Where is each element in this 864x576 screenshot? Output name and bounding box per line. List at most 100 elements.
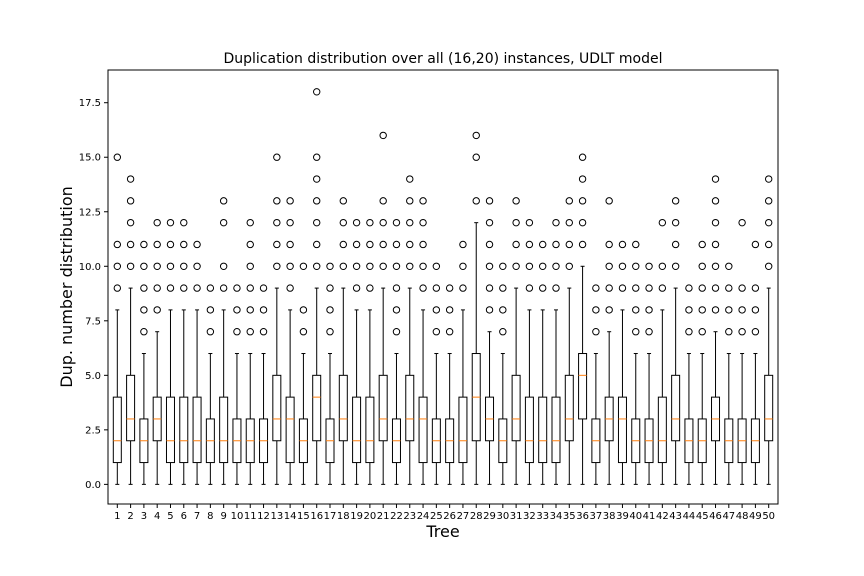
outlier-point [658,218,667,227]
outlier-point [472,131,480,140]
outlier-point [512,197,520,205]
box [285,396,295,464]
outlier-point [445,284,454,292]
outlier-point [339,197,347,205]
outlier-point [658,262,667,270]
outlier-point [671,262,680,270]
outlier-point [751,284,760,292]
outlier-point [313,175,321,183]
x-tick-label: 24 [417,511,430,522]
outlier-point [432,306,441,314]
outlier-point [525,218,534,227]
outlier-point [725,328,733,336]
outlier-point [764,262,773,270]
outlier-point [671,218,680,227]
box [272,374,282,442]
x-tick-label: 42 [656,511,669,522]
box [179,396,189,464]
y-tick-label: 10.0 [79,262,101,273]
box [126,374,136,442]
outlier-point [273,240,281,249]
outlier-point [406,175,414,183]
x-tick-label: 22 [390,511,403,522]
outlier-point [605,197,613,205]
x-tick-label: 19 [350,511,363,522]
outlier-point [485,284,494,292]
outlier-point [140,262,148,270]
x-tick-label: 15 [297,511,310,522]
x-tick-label: 38 [603,511,616,522]
x-tick-label: 39 [616,511,629,522]
x-tick-label: 25 [430,511,443,522]
box [764,374,774,442]
outlier-point [273,262,281,270]
outlier-point [578,197,587,205]
outlier-point [525,240,534,249]
outlier-point [552,218,560,227]
outlier-point [313,240,321,249]
outlier-point [525,262,534,270]
outlier-point [539,262,547,270]
outlier-point [472,197,480,205]
outlier-point [751,328,760,336]
outlier-point [193,262,201,270]
plot-frame [107,69,779,505]
outlier-point [299,328,308,336]
outlier-point [126,218,135,227]
outlier-point [512,262,520,270]
outlier-point [219,262,228,270]
outlier-point [552,262,560,270]
outlier-point [632,328,640,336]
outlier-point [419,197,427,205]
x-tick-label: 10 [231,511,244,522]
outlier-point [499,284,507,292]
outlier-point [485,262,494,270]
outlier-point [725,284,733,292]
outlier-point [632,240,640,249]
outlier-point [645,306,653,314]
outlier-point [366,284,374,292]
outlier-point [259,328,268,336]
outlier-point [764,197,773,205]
outlier-point [352,262,361,270]
x-tick-label: 7 [194,511,200,522]
outlier-point [685,328,693,336]
outlier-point [246,262,254,270]
outlier-point [339,218,347,227]
box [165,396,175,464]
outlier-point [764,240,773,249]
outlier-point [578,175,587,183]
outlier-point [671,197,680,205]
outlier-point [140,328,148,336]
outlier-point [140,284,148,292]
chart-title: Duplication distribution over all (16,20… [223,51,662,67]
box [458,396,468,464]
outlier-point [286,284,294,292]
outlier-point [445,306,454,314]
y-tick-label: 7.5 [85,316,101,327]
outlier-point [459,284,467,292]
x-tick-label: 1 [114,511,120,522]
outlier-point [313,88,321,96]
outlier-point [698,328,706,336]
box [511,374,521,442]
outlier-point [459,262,467,270]
outlier-point [711,218,720,227]
outlier-point [392,306,401,314]
x-tick-label: 8 [207,511,213,522]
outlier-point [286,197,294,205]
outlier-point [313,218,321,227]
y-tick-label: 15.0 [79,153,101,164]
outlier-point [273,153,281,161]
outlier-point [711,240,720,249]
outlier-point [113,262,122,270]
outlier-point [166,240,175,249]
outlier-point [738,218,746,227]
y-tick-label: 2.5 [85,425,101,436]
outlier-point [578,240,587,249]
outlier-point [339,240,347,249]
outlier-point [605,240,613,249]
outlier-point [565,240,573,249]
outlier-point [180,284,188,292]
box [671,374,681,442]
